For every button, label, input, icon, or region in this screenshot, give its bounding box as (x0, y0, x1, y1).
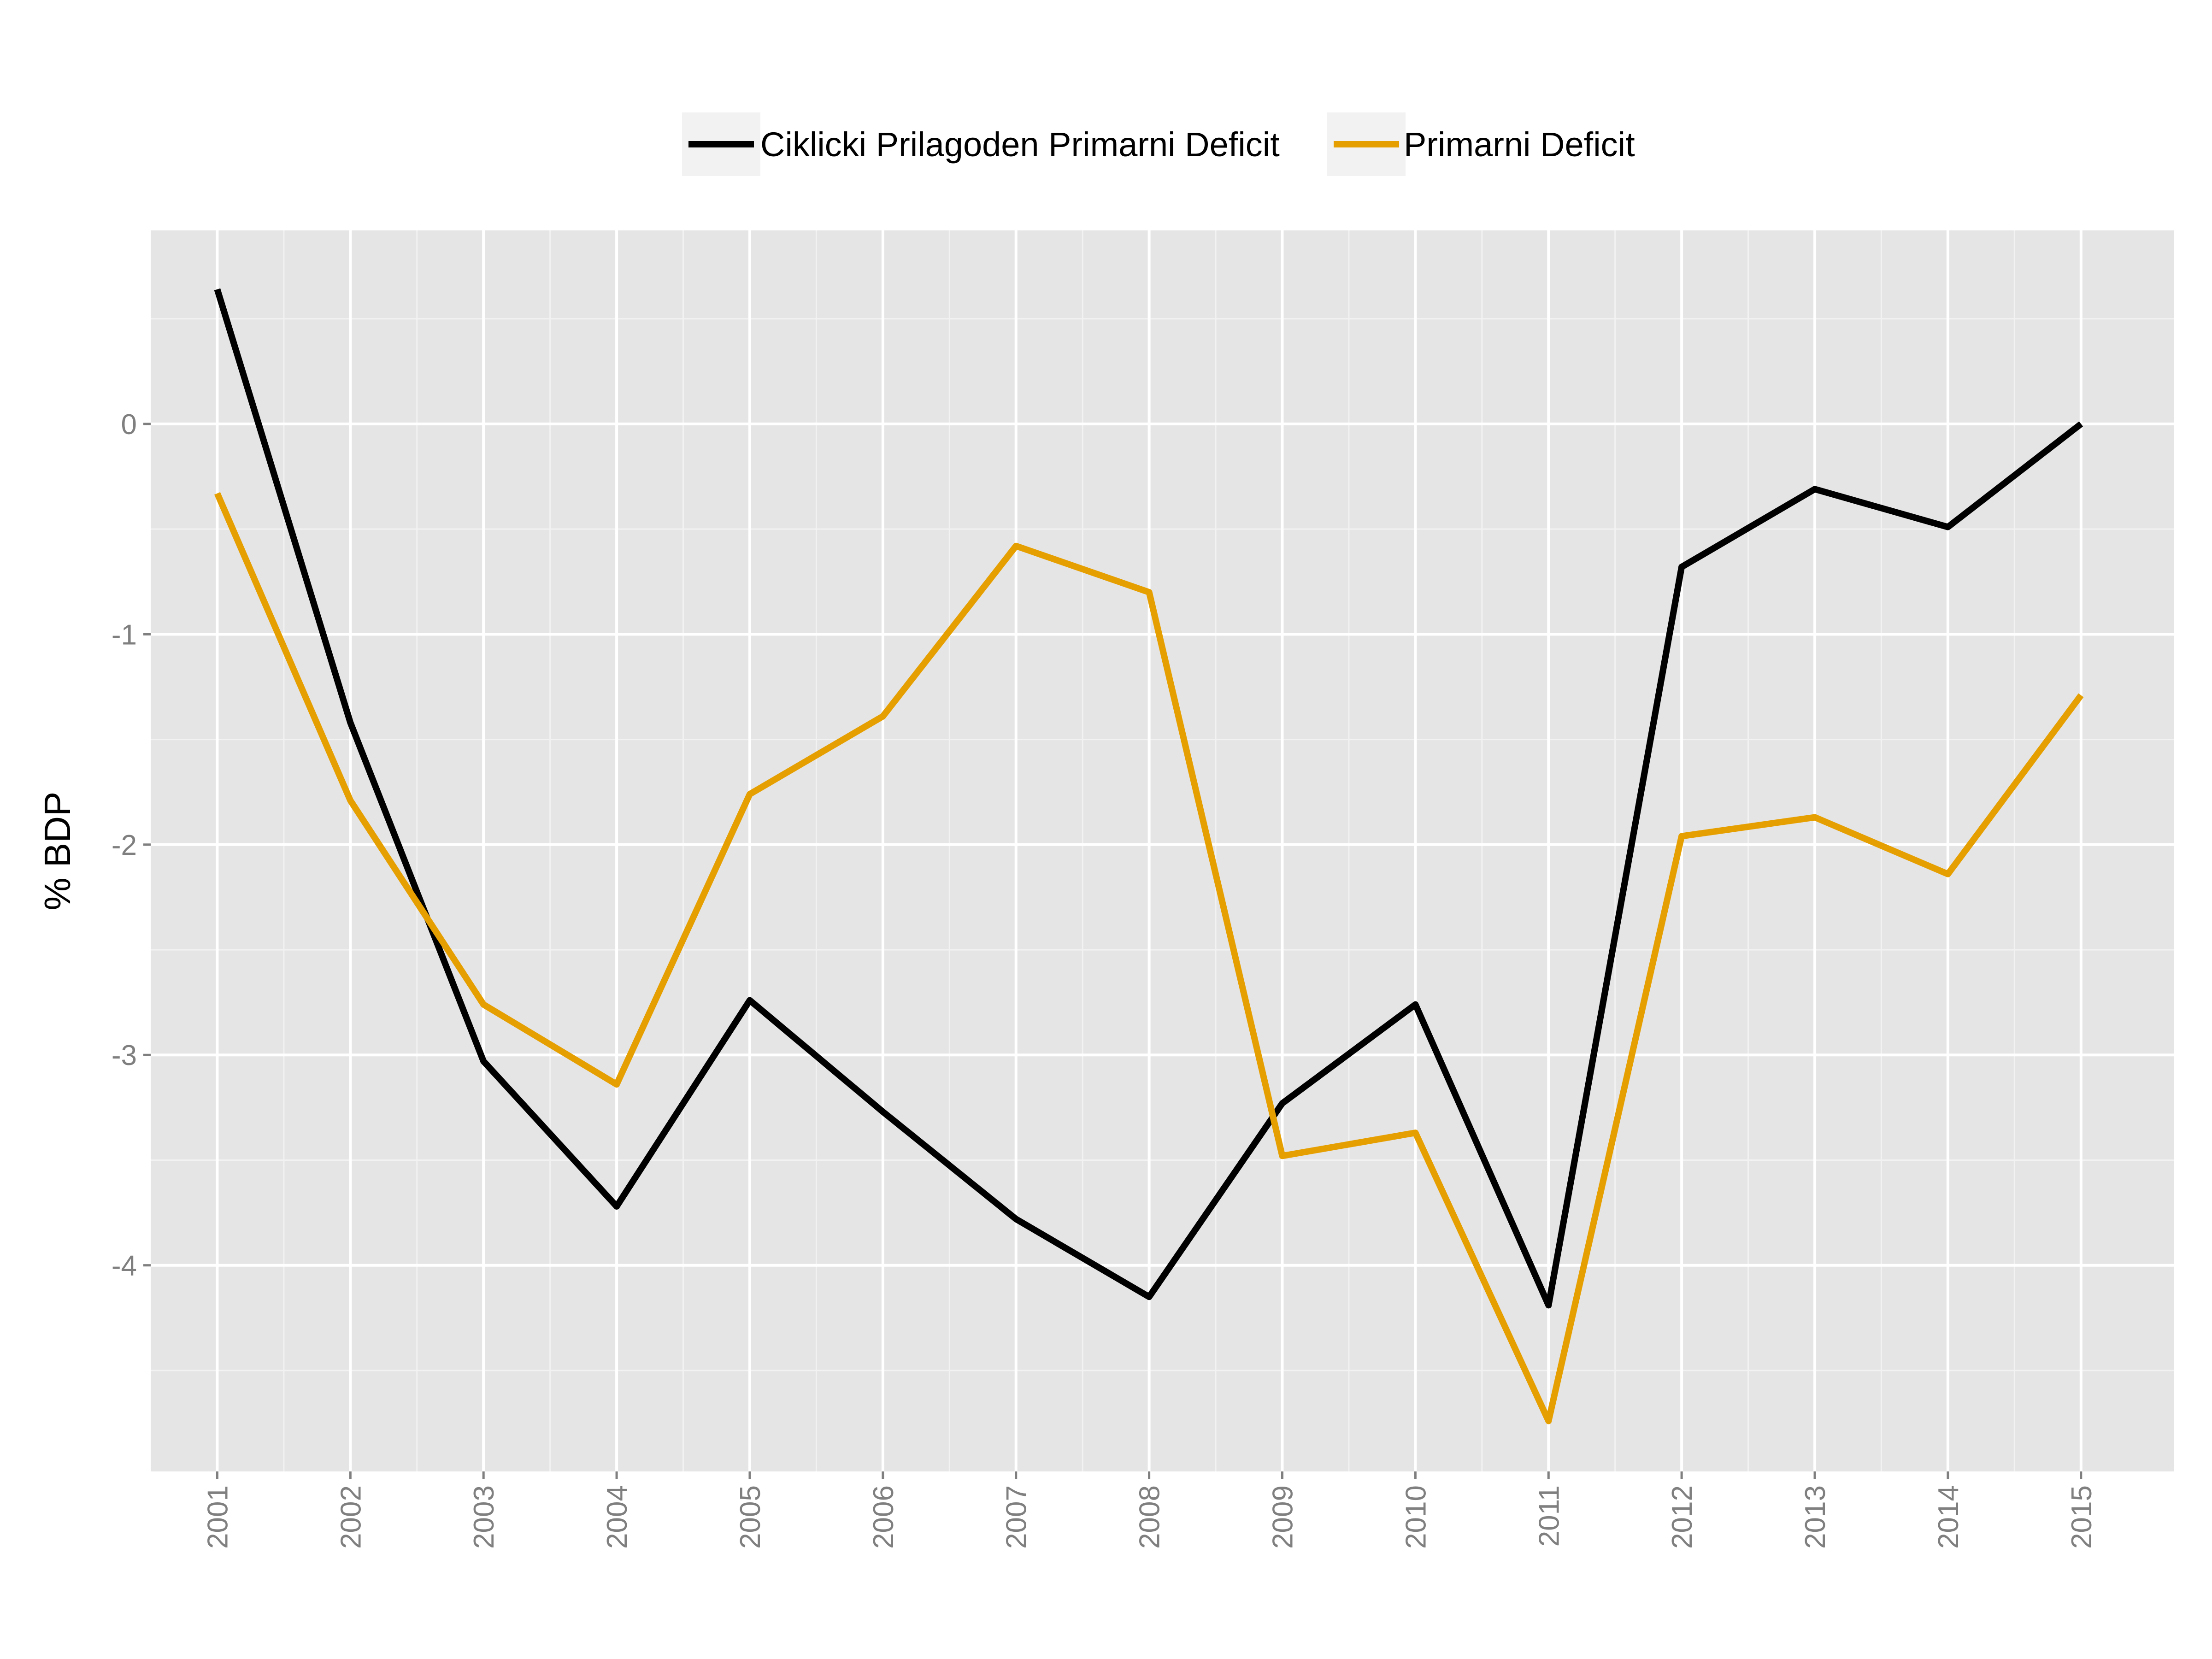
grid-major (151, 230, 2174, 1471)
x-tick-label: 2006 (868, 1485, 900, 1549)
x-tick-label: 2014 (1933, 1485, 1965, 1549)
x-tick-label: 2005 (735, 1485, 766, 1549)
x-tick-label: 2007 (1001, 1485, 1033, 1549)
series-lines (214, 288, 2084, 1424)
x-tick-label: 2004 (601, 1485, 633, 1549)
y-tick-label: -4 (112, 1250, 137, 1282)
y-tick-label: -3 (112, 1040, 137, 1071)
legend: Ciklicki Prilagoden Primarni Deficit Prim… (682, 112, 1635, 176)
y-tick-label: -1 (112, 619, 137, 651)
legend-label-2: Primarni Deficit (1404, 125, 1635, 164)
plot-panel (151, 230, 2174, 1471)
x-tick-label: 2003 (468, 1485, 500, 1549)
legend-label-1: Ciklicki Prilagoden Primarni Deficit (760, 125, 1280, 164)
x-tick-label: 2002 (335, 1485, 367, 1549)
y-tick-label: -2 (112, 830, 137, 861)
x-tick-label: 2012 (1666, 1485, 1698, 1549)
series-line-1 (214, 288, 2083, 1309)
x-tick-label: 2011 (1533, 1485, 1565, 1547)
x-tick-label: 2001 (202, 1485, 234, 1549)
series-line-2 (214, 492, 2084, 1424)
y-tick-label: 0 (121, 409, 137, 441)
y-axis: 0 -1 -2 -3 -4 (112, 409, 151, 1282)
x-tick-label: 2010 (1400, 1485, 1432, 1549)
x-tick-label: 2009 (1267, 1485, 1299, 1549)
x-tick-label: 2015 (2066, 1485, 2098, 1549)
y-axis-title: % BDP (37, 792, 78, 911)
x-axis: 2001 2002 2003 2004 2005 2006 2007 2008 2009 2010… (202, 1471, 2098, 1549)
x-tick-label: 2013 (1800, 1485, 1831, 1549)
x-tick-label: 2008 (1134, 1485, 1166, 1549)
